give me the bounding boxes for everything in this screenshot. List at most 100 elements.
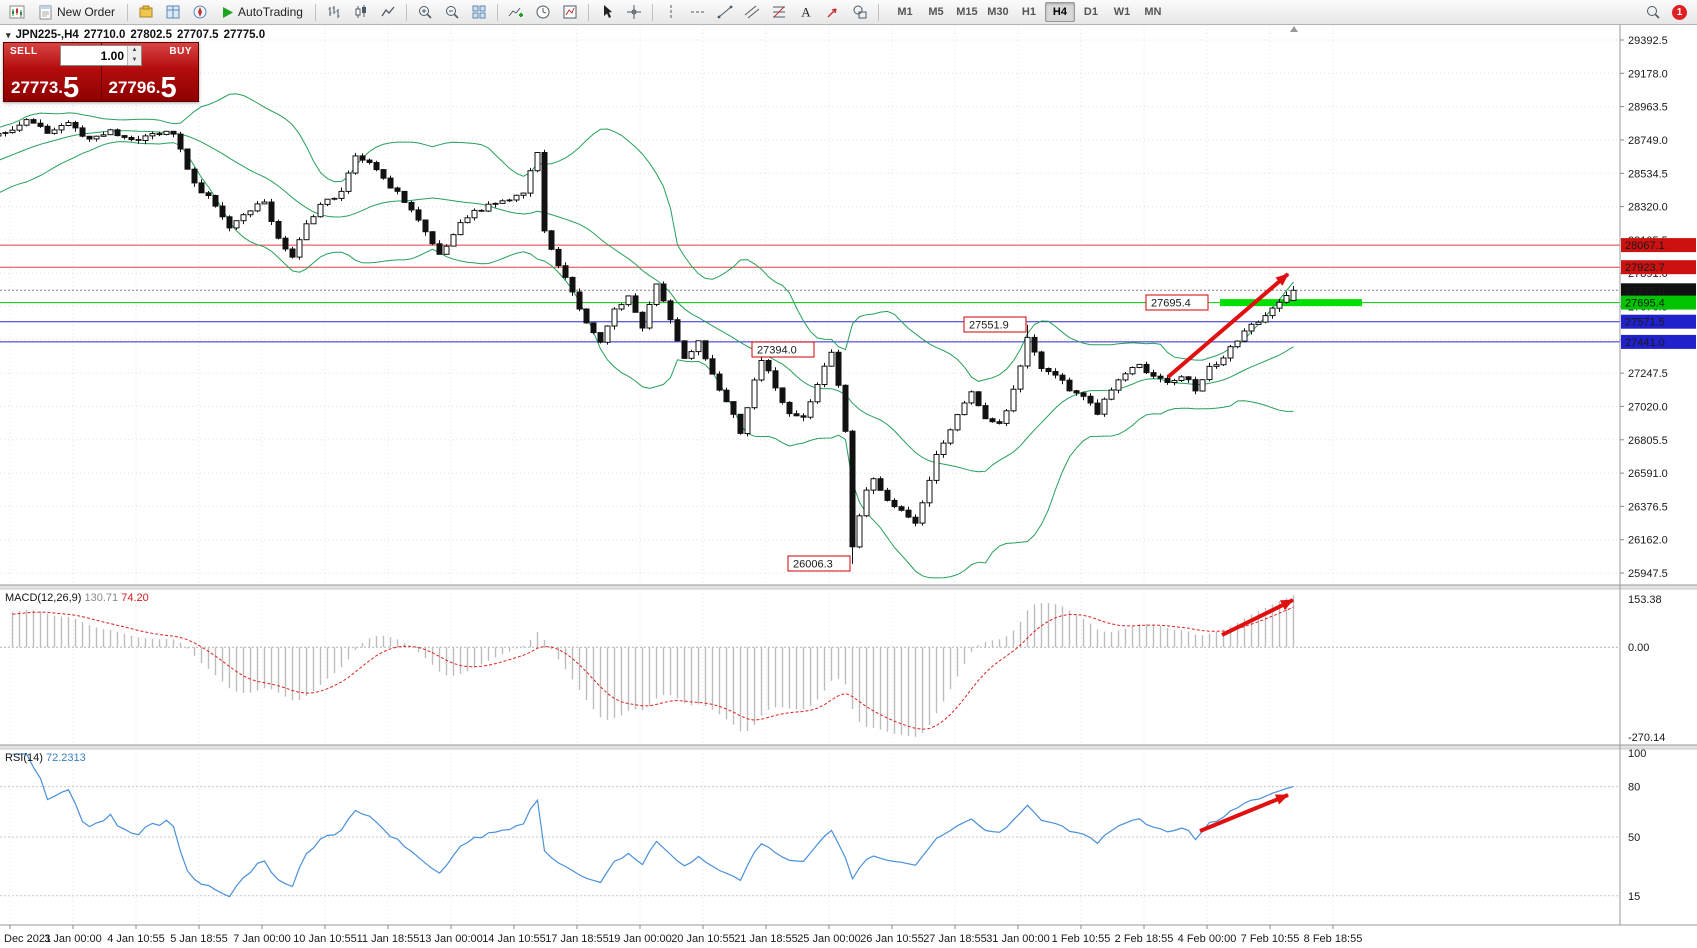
svg-text:28067.1: 28067.1 bbox=[1625, 240, 1665, 252]
svg-text:27923.7: 27923.7 bbox=[1625, 262, 1665, 274]
svg-text:4 Feb 00:00: 4 Feb 00:00 bbox=[1178, 933, 1237, 945]
svg-text:27 Jan 18:55: 27 Jan 18:55 bbox=[923, 933, 987, 945]
timeframe-h1-button[interactable]: H1 bbox=[1021, 6, 1036, 18]
svg-text:28749.0: 28749.0 bbox=[1628, 135, 1668, 147]
separator bbox=[587, 3, 589, 21]
pane-separator[interactable] bbox=[0, 584, 1697, 750]
svg-text:5 Jan 18:55: 5 Jan 18:55 bbox=[170, 933, 228, 945]
svg-text:19 Jan 00:00: 19 Jan 00:00 bbox=[608, 933, 672, 945]
svg-text:11 Jan 18:55: 11 Jan 18:55 bbox=[357, 933, 420, 945]
svg-text:26162.0: 26162.0 bbox=[1628, 535, 1668, 547]
volume-down-button[interactable]: ▼ bbox=[128, 55, 141, 65]
svg-text:27394.0: 27394.0 bbox=[757, 345, 797, 357]
arrows-button[interactable] bbox=[820, 1, 846, 24]
bar-low: 27707.5 bbox=[176, 29, 219, 41]
timeframe-d1-button[interactable]: D1 bbox=[1083, 6, 1098, 18]
svg-text:26805.5: 26805.5 bbox=[1628, 435, 1668, 447]
crosshair-button[interactable] bbox=[621, 1, 647, 24]
svg-text:10 Jan 10:55: 10 Jan 10:55 bbox=[293, 933, 357, 945]
symbol-info: ▾ JPN225-,H4 27710.0 27802.5 27707.5 277… bbox=[6, 29, 265, 41]
autotrading-play-icon bbox=[223, 6, 234, 18]
expert-advisors-icon[interactable] bbox=[133, 1, 159, 24]
macd-main-value: 130.71 bbox=[84, 592, 119, 604]
vertical-line-button[interactable] bbox=[658, 1, 684, 24]
rsi-value: 72.2313 bbox=[45, 752, 86, 764]
svg-text:0.00: 0.00 bbox=[1628, 642, 1649, 654]
svg-text:29392.5: 29392.5 bbox=[1628, 35, 1668, 47]
chart-shift-marker[interactable] bbox=[1290, 26, 1298, 32]
svg-text:27551.9: 27551.9 bbox=[969, 320, 1009, 332]
separator bbox=[314, 3, 316, 21]
new-order-button[interactable]: New Order bbox=[31, 1, 122, 24]
sell-label: SELL bbox=[10, 46, 38, 57]
search-icon[interactable] bbox=[1640, 1, 1666, 24]
separator bbox=[877, 3, 879, 21]
autotrading-button[interactable]: AutoTrading bbox=[214, 1, 310, 24]
line-chart-button[interactable] bbox=[375, 1, 401, 24]
svg-text:31 Jan 00:00: 31 Jan 00:00 bbox=[986, 933, 1050, 945]
navigator-icon[interactable] bbox=[187, 1, 213, 24]
volume-up-button[interactable]: ▲ bbox=[128, 46, 141, 56]
chevron-down-icon[interactable]: ▾ bbox=[6, 29, 11, 40]
timeframe-m15-button[interactable]: M15 bbox=[956, 6, 978, 18]
svg-text:14 Jan 10:55: 14 Jan 10:55 bbox=[482, 933, 546, 945]
indicators-button[interactable] bbox=[503, 1, 529, 24]
zoom-out-button[interactable] bbox=[439, 1, 465, 24]
volume-input[interactable] bbox=[61, 46, 127, 65]
svg-text:17 Jan 18:55: 17 Jan 18:55 bbox=[545, 933, 609, 945]
svg-text:27020.0: 27020.0 bbox=[1628, 401, 1668, 413]
channel-button[interactable] bbox=[739, 1, 765, 24]
rsi-levels bbox=[0, 786, 1620, 897]
rsi-line bbox=[12, 753, 1294, 898]
cursor-button[interactable] bbox=[594, 1, 620, 24]
timeframe-h4-button[interactable]: H4 bbox=[1044, 2, 1075, 22]
svg-text:28320.0: 28320.0 bbox=[1628, 202, 1668, 214]
templates-button[interactable] bbox=[557, 1, 583, 24]
autotrading-label: AutoTrading bbox=[238, 5, 303, 19]
timeframe-m30-button[interactable]: M30 bbox=[987, 6, 1009, 18]
trendline-button[interactable] bbox=[712, 1, 738, 24]
candlesticks bbox=[0, 118, 1297, 564]
svg-text:27695.4: 27695.4 bbox=[1151, 298, 1191, 310]
tile-windows-button[interactable] bbox=[466, 1, 492, 24]
periods-button[interactable] bbox=[530, 1, 556, 24]
horizontal-line-button[interactable] bbox=[685, 1, 711, 24]
app-chart-icon bbox=[4, 1, 30, 24]
svg-text:153.38: 153.38 bbox=[1628, 594, 1662, 606]
svg-text:25947.5: 25947.5 bbox=[1628, 568, 1668, 580]
one-click-trading: SELL 27773.5 BUY 27796.5 ▲ ▼ bbox=[3, 42, 199, 104]
timeframe-w1-button[interactable]: W1 bbox=[1113, 6, 1131, 18]
separator bbox=[496, 3, 498, 21]
svg-text:27441.0: 27441.0 bbox=[1625, 337, 1665, 349]
chart-background bbox=[0, 25, 1697, 948]
bar-chart-button[interactable] bbox=[321, 1, 347, 24]
support-zone-band[interactable] bbox=[1220, 299, 1362, 307]
svg-text:8 Feb 18:55: 8 Feb 18:55 bbox=[1304, 933, 1363, 945]
timeframe-m5-button[interactable]: M5 bbox=[928, 6, 944, 18]
price-callouts[interactable]: 27695.4 27551.9 27394.0 26006.3 bbox=[751, 294, 1209, 572]
zoom-in-button[interactable] bbox=[412, 1, 438, 24]
market-watch-icon[interactable] bbox=[160, 1, 186, 24]
trend-arrows[interactable] bbox=[1166, 272, 1294, 833]
fibonacci-button[interactable] bbox=[766, 1, 792, 24]
rsi-label: RSI(14) 72.2313 bbox=[5, 752, 86, 764]
svg-text:26 Jan 10:55: 26 Jan 10:55 bbox=[860, 933, 924, 945]
text-button[interactable]: A bbox=[793, 1, 819, 24]
timeframe-mn-button[interactable]: MN bbox=[1144, 6, 1162, 18]
svg-text:-270.14: -270.14 bbox=[1628, 732, 1665, 744]
svg-text:20 Jan 10:55: 20 Jan 10:55 bbox=[671, 933, 735, 945]
chart-canvas[interactable]: 29392.5 29178.0 28963.5 28749.0 28534.5 28320… bbox=[0, 25, 1697, 948]
notification-badge[interactable]: 1 bbox=[1672, 4, 1687, 20]
candlestick-chart-button[interactable] bbox=[348, 1, 374, 24]
toolbar: New Order AutoTrading bbox=[0, 0, 1697, 25]
svg-text:26006.3: 26006.3 bbox=[793, 559, 833, 571]
svg-text:29178.0: 29178.0 bbox=[1628, 68, 1668, 80]
separator bbox=[651, 3, 653, 21]
buy-label: BUY bbox=[169, 46, 192, 57]
buy-price: 27796.5 bbox=[108, 72, 177, 104]
timeframe-m1-button[interactable]: M1 bbox=[897, 6, 913, 18]
bar-close: 27775.0 bbox=[223, 29, 266, 41]
shapes-button[interactable] bbox=[847, 1, 873, 24]
